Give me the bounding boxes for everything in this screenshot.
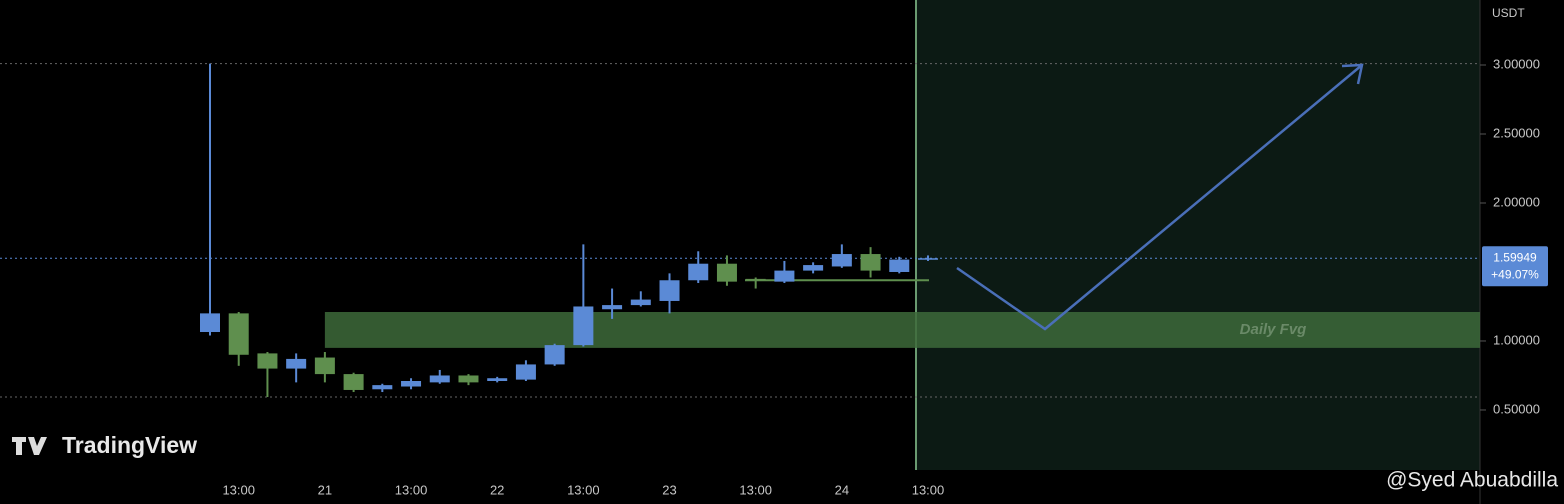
candle-body: [544, 345, 565, 365]
candle-body: [803, 265, 824, 271]
last-price-label: 1.59949: [1493, 250, 1537, 264]
x-tick-label: 24: [835, 482, 849, 497]
y-tick-label: 1.00000: [1493, 332, 1540, 347]
future-region: [916, 0, 1480, 470]
candle-body: [458, 375, 479, 383]
x-tick-label: 22: [490, 482, 504, 497]
credit: @Syed Abuabdilla: [1386, 469, 1558, 492]
x-tick-label: 23: [662, 482, 676, 497]
y-tick-label: 0.50000: [1493, 401, 1540, 416]
candle-body: [860, 254, 881, 271]
x-tick-label: 13:00: [395, 482, 428, 497]
candle-body: [314, 357, 335, 375]
candle-body: [487, 378, 508, 381]
last-price-box: [1482, 246, 1548, 287]
projection-arrow: [956, 64, 1363, 331]
candle-body: [630, 299, 651, 306]
candle-body: [228, 313, 249, 355]
candle-body: [602, 305, 623, 310]
candle-body: [716, 263, 737, 282]
candle-body: [429, 375, 450, 383]
candle-body: [889, 259, 910, 272]
candle-body: [401, 380, 422, 387]
watermark-text: TradingView: [62, 432, 197, 458]
plot: Daily Fvg: [0, 63, 1480, 398]
fvg-label: Daily Fvg: [1240, 321, 1307, 338]
candle-body: [515, 364, 536, 380]
candle-body: [286, 358, 307, 369]
fvg-zone: [324, 311, 1480, 348]
x-tick-label: 13:00: [912, 482, 945, 497]
candle-body: [831, 254, 852, 267]
candle-body: [372, 385, 393, 390]
arrow-head: [1341, 63, 1364, 85]
logo: [12, 437, 47, 455]
candle-body: [659, 280, 680, 301]
candle-body: [257, 353, 278, 369]
y-tick-label: 3.00000: [1493, 56, 1540, 71]
candle-body: [200, 313, 220, 333]
x-tick-label: 13:00: [222, 482, 255, 497]
candle-body: [745, 278, 766, 281]
x-tick-label: 13:00: [739, 482, 772, 497]
x-tick-label: 13:00: [567, 482, 600, 497]
candle-body: [688, 263, 709, 281]
currency-label: USDT: [1492, 6, 1525, 20]
y-tick-label: 2.00000: [1493, 194, 1540, 209]
last-change-label: +49.07%: [1491, 267, 1539, 281]
candle-body: [343, 374, 364, 390]
x-tick-label: 21: [318, 482, 332, 497]
candle-body: [573, 306, 594, 346]
watermark: TradingView: [12, 432, 197, 458]
candle-body: [918, 258, 938, 260]
candle-body: [774, 270, 795, 282]
y-tick-label: 2.50000: [1493, 125, 1540, 140]
